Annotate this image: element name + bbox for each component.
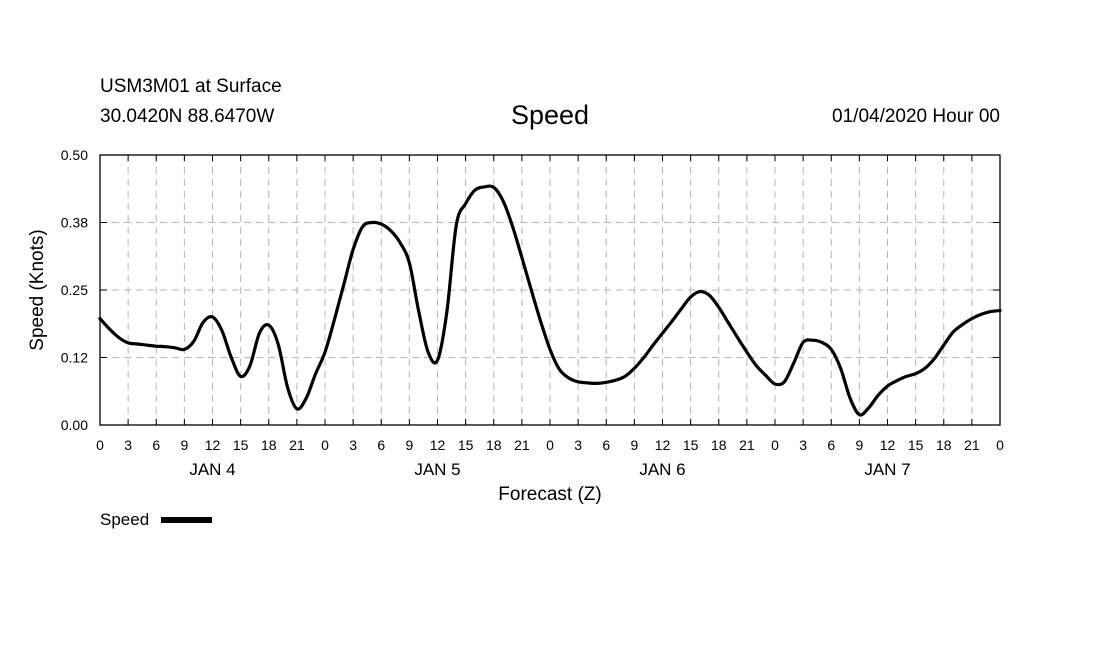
legend-label: Speed [100, 510, 149, 529]
x-tick-label: 3 [349, 437, 357, 453]
x-tick-label: 18 [486, 437, 502, 453]
x-tick-label: 3 [124, 437, 132, 453]
x-tick-label: 18 [936, 437, 952, 453]
y-axis-title: Speed (Knots) [27, 229, 48, 350]
day-label: JAN 5 [414, 460, 460, 479]
plot-frame [99, 154, 1001, 426]
x-tick-label: 0 [321, 437, 329, 453]
x-tick-label: 9 [855, 437, 863, 453]
x-tick-label: 18 [261, 437, 277, 453]
station-label: USM3M01 at Surface [100, 76, 282, 97]
grid [100, 155, 1000, 425]
x-tick-label: 6 [377, 437, 385, 453]
y-tick-label: 0.38 [61, 215, 88, 231]
x-tick-label: 12 [880, 437, 896, 453]
x-tick-label: 21 [514, 437, 530, 453]
day-labels: JAN 4 JAN 5 JAN 6 JAN 7 [189, 460, 910, 479]
x-tick-label: 6 [602, 437, 610, 453]
x-tick-labels: 0 3 6 9 12 15 18 21 0 3 6 9 12 15 18 21 0 3 6 9 12 15 18 21 0 3 6 9… [96, 437, 1004, 453]
series-line-speed [98, 184, 1002, 417]
x-tick-label: 0 [546, 437, 554, 453]
x-tick-label: 6 [827, 437, 835, 453]
y-tick-label: 0.50 [61, 147, 88, 163]
coordinates-label: 30.0420N 88.6470W [100, 106, 275, 127]
x-tick-label: 12 [430, 437, 446, 453]
x-tick-label: 15 [233, 437, 249, 453]
x-tick-label: 6 [152, 437, 160, 453]
x-tick-label: 9 [405, 437, 413, 453]
forecast-datetime: 01/04/2020 Hour 00 [832, 106, 1000, 127]
x-tick-label: 15 [908, 437, 924, 453]
x-tick-label: 9 [630, 437, 638, 453]
x-tick-label: 9 [180, 437, 188, 453]
x-tick-label: 15 [683, 437, 699, 453]
day-label: JAN 7 [864, 460, 910, 479]
x-tick-label: 12 [205, 437, 221, 453]
x-tick-label: 3 [799, 437, 807, 453]
legend-swatch-speed [161, 517, 212, 523]
x-axis-title: Forecast (Z) [498, 484, 601, 505]
x-tick-label: 0 [996, 437, 1004, 453]
x-tick-label: 21 [289, 437, 305, 453]
x-tick-label: 21 [964, 437, 980, 453]
x-tick-label: 0 [771, 437, 779, 453]
x-tick-label: 3 [574, 437, 582, 453]
x-tick-label: 0 [96, 437, 104, 453]
day-label: JAN 6 [639, 460, 685, 479]
x-tick-label: 15 [458, 437, 474, 453]
day-label: JAN 4 [189, 460, 235, 479]
x-tick-label: 21 [739, 437, 755, 453]
chart-title: Speed [510, 100, 590, 130]
y-tick-label: 0.00 [61, 417, 88, 433]
x-tick-label: 18 [711, 437, 727, 453]
y-tick-label: 0.12 [61, 350, 88, 366]
y-tick-labels: 0.00 0.12 0.25 0.38 0.50 [61, 147, 88, 433]
x-tick-label: 12 [655, 437, 671, 453]
y-tick-label: 0.25 [61, 282, 88, 298]
